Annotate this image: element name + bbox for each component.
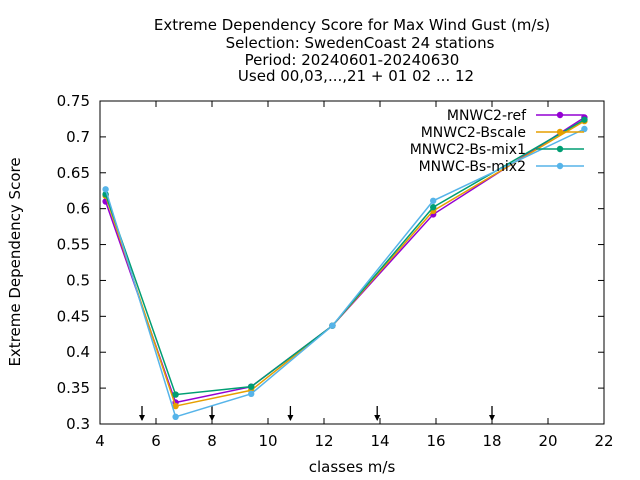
legend-item: MNWC2-ref — [447, 108, 584, 124]
class-marker-arrow — [139, 406, 145, 421]
x-tick-label: 10 — [258, 432, 277, 450]
series-layer — [102, 114, 588, 421]
legend-point — [556, 128, 564, 136]
arrow-head — [287, 415, 294, 421]
legend-item: MNWC2-Bs-mix1 — [410, 142, 584, 158]
data-point — [430, 197, 437, 204]
series-line — [104, 119, 585, 396]
y-tick-label: 0.5 — [66, 271, 90, 289]
data-point — [581, 116, 588, 123]
y-axis-label: Extreme Dependency Score — [6, 157, 24, 366]
legend-point — [556, 145, 564, 153]
legend-point — [556, 111, 564, 119]
legend: MNWC2-refMNWC2-BscaleMNWC2-Bs-mix1MNWC-B… — [410, 108, 584, 175]
arrow-head — [374, 415, 381, 421]
x-tick-label: 20 — [538, 432, 557, 450]
class-markers — [139, 406, 495, 421]
legend-label: MNWC2-ref — [447, 108, 527, 124]
series-line — [104, 128, 585, 418]
legend-label: MNWC-Bs-mix2 — [419, 159, 526, 175]
x-tick-label: 8 — [207, 432, 217, 450]
legend-label: MNWC2-Bs-mix1 — [410, 142, 526, 158]
series-line — [104, 120, 585, 407]
x-tick-label: 12 — [314, 432, 333, 450]
title-line-1: Extreme Dependency Score for Max Wind Gu… — [154, 16, 550, 34]
legend-item: MNWC2-Bscale — [421, 125, 584, 141]
y-tick-label: 0.6 — [66, 200, 90, 218]
y-tick-label: 0.45 — [57, 307, 90, 325]
title-line-4: Used 00,03,...,21 + 01 02 ... 12 — [238, 67, 474, 85]
x-tick-label: 6 — [151, 432, 161, 450]
y-tick-label: 0.35 — [57, 379, 90, 397]
series-MNWC2-ref — [102, 114, 588, 406]
data-point — [248, 383, 255, 390]
title-line-3: Period: 20240601-20240630 — [245, 51, 460, 69]
y-tick-label: 0.55 — [57, 236, 90, 254]
class-marker-arrow — [489, 406, 495, 421]
plot-frame — [99, 100, 605, 425]
y-tick-label: 0.4 — [66, 343, 90, 361]
arrow-head — [139, 415, 145, 421]
series-MNWC-Bs-mix2 — [102, 125, 588, 421]
class-marker-arrow — [209, 406, 215, 421]
axes — [99, 100, 605, 425]
legend-label: MNWC2-Bscale — [421, 125, 526, 141]
x-tick-label: 22 — [594, 432, 613, 450]
data-point — [329, 322, 336, 329]
legend-point — [556, 162, 564, 170]
data-point — [430, 204, 437, 211]
x-tick-label: 16 — [426, 432, 445, 450]
y-tick-label: 0.65 — [57, 164, 90, 182]
data-point — [102, 186, 109, 193]
legend-item: MNWC-Bs-mix2 — [419, 159, 584, 175]
y-tick-label: 0.75 — [57, 92, 90, 110]
data-point — [172, 402, 179, 410]
y-tick-label: 0.3 — [66, 415, 90, 433]
y-tick-label: 0.7 — [66, 128, 90, 146]
x-tick-label: 14 — [370, 432, 389, 450]
data-point — [581, 125, 588, 133]
x-tick-label: 4 — [95, 432, 105, 450]
data-point — [172, 413, 179, 421]
arrow-head — [209, 415, 215, 421]
data-point — [248, 390, 255, 398]
class-marker-arrow — [287, 406, 294, 421]
class-marker-arrow — [374, 406, 381, 421]
title-line-2: Selection: SwedenCoast 24 stations — [226, 34, 495, 52]
y-ticks: 0.3 0.35 0.4 0.45 0.5 0.55 0.6 0.65 0.7 0.75 — [57, 92, 604, 433]
x-axis-label: classes m/s — [309, 458, 396, 476]
arrow-head — [489, 415, 495, 421]
x-tick-label: 18 — [482, 432, 501, 450]
data-point — [172, 391, 179, 398]
chart-title: Extreme Dependency Score for Max Wind Gu… — [154, 16, 550, 85]
x-ticks: 4 6 8 10 12 14 16 18 20 22 — [95, 101, 614, 450]
